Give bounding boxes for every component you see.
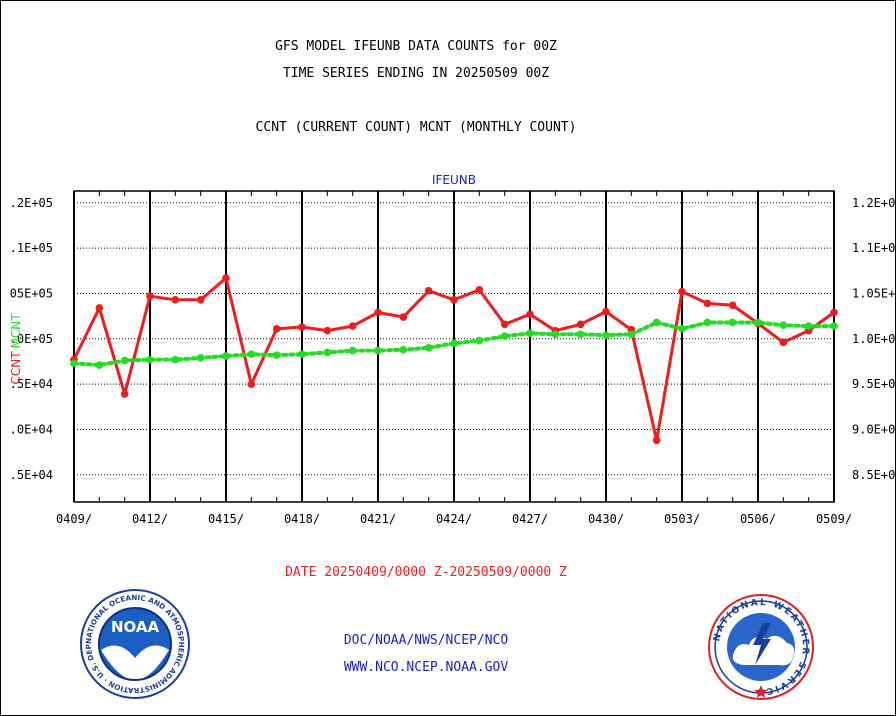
x-tick-label: 0430/ [588,512,624,526]
data-point-mcnt [602,331,610,339]
y-right-tick-label: 9.0E+04 [852,422,895,436]
data-point-mcnt [196,354,205,362]
y-left-tick-label: 9.5E+04 [2,377,53,391]
y-axis-label-mcnt: MCNT [9,313,23,349]
y-left-tick-label: 9.0E+04 [2,422,53,436]
y-right-tick-label: 1.05E+05 [852,286,895,300]
y-axis-label-ccnt: CCNT [9,351,23,385]
data-point-ccnt [830,308,838,317]
y-left-tick-label: 1.2E+05 [2,196,53,210]
data-point-ccnt [120,390,129,398]
data-point-mcnt [728,318,737,327]
data-point-mcnt [627,330,636,339]
chart-title-line3: CCNT (CURRENT COUNT) MCNT (MONTHLY COUNT… [255,120,577,135]
data-point-mcnt [551,330,560,339]
panel-title: IFEUNB [432,173,476,187]
website-link[interactable]: WWW.NCO.NCEP.NOAA.GOV [343,660,509,675]
data-point-mcnt [323,348,332,357]
data-point-mcnt [450,339,458,348]
data-point-mcnt [475,336,484,345]
data-point-mcnt [120,356,129,365]
y-left-tick-label: 1.0E+05 [2,332,53,346]
y-left-tick-label: 1.05E+05 [1,286,53,300]
data-point-mcnt [652,318,661,327]
data-point-ccnt [576,320,585,329]
noaa-logo-icon: NATIONAL OCEANIC AND ATMOSPHERIC ADMINIS… [79,588,190,699]
y-left-tick-label: 1.1E+05 [2,241,53,255]
x-tick-label: 0503/ [664,512,700,526]
data-point-mcnt [374,346,382,355]
data-point-mcnt [424,344,433,352]
nws-logo-icon: NATIONAL WEATHER SERVICE [708,594,814,700]
data-point-mcnt [804,322,813,330]
data-point-mcnt [70,359,78,368]
left-edge-mask [1,181,9,501]
chart-title-line1: GFS MODEL IFEUNB DATA COUNTS for 00Z [275,39,557,54]
x-tick-label: 0409/ [56,512,92,526]
x-tick-label: 0424/ [436,512,472,526]
data-point-ccnt [450,296,458,304]
data-point-ccnt [652,436,661,445]
plot-frame [73,190,835,503]
data-point-ccnt [424,286,433,295]
y-right-tick-label: 1.0E+05 [852,332,895,346]
x-tick-label: 0509/ [816,512,852,526]
data-point-ccnt [298,323,306,331]
data-point-mcnt [576,330,585,339]
data-point-ccnt [222,274,230,282]
data-point-mcnt [526,329,534,338]
data-point-mcnt [779,321,788,329]
data-point-ccnt [272,325,281,333]
data-point-mcnt [272,351,281,359]
data-point-mcnt [348,346,357,355]
y-right-tick-label: 9.5E+04 [852,377,895,391]
data-point-ccnt [323,326,332,335]
data-point-ccnt [95,304,104,312]
data-point-mcnt [222,352,230,360]
data-point-ccnt [399,313,408,321]
y-left-tick-label: 8.5E+04 [2,468,53,482]
data-point-ccnt [703,299,712,308]
data-point-mcnt [247,350,256,359]
data-point-ccnt [526,310,534,319]
data-point-ccnt [171,296,180,304]
data-point-ccnt [500,320,509,329]
org-path-label: DOC/NOAA/NWS/NCEP/NCO [343,633,509,648]
noaa-logo-text: NOAA [111,618,160,636]
data-point-mcnt [754,318,762,327]
data-point-ccnt [247,380,256,388]
data-point-ccnt [728,301,737,310]
data-point-ccnt [146,292,154,300]
data-point-mcnt [298,350,306,359]
y-right-tick-label: 8.5E+04 [852,468,895,482]
data-point-ccnt [779,338,788,347]
date-range-label: DATE 20250409/0000 Z-20250509/0000 Z [285,565,567,580]
data-point-ccnt [602,307,610,316]
data-point-ccnt [196,296,205,304]
data-point-mcnt [678,325,686,333]
data-point-mcnt [830,322,838,330]
x-tick-label: 0506/ [740,512,776,526]
x-tick-label: 0415/ [208,512,244,526]
data-point-mcnt [703,318,712,327]
data-point-mcnt [500,332,509,340]
y-right-tick-label: 1.2E+05 [852,196,895,210]
data-point-ccnt [348,322,357,330]
x-tick-label: 0412/ [132,512,168,526]
chart-title-line2: TIME SERIES ENDING IN 20250509 00Z [282,66,550,81]
data-point-mcnt [146,355,154,364]
x-tick-label: 0418/ [284,512,320,526]
data-point-mcnt [171,355,180,364]
y-right-tick-label: 1.1E+05 [852,241,895,255]
x-tick-label: 0421/ [360,512,396,526]
data-point-ccnt [678,287,686,296]
data-point-mcnt [95,361,104,369]
x-tick-label: 0427/ [512,512,548,526]
data-point-ccnt [374,308,382,317]
data-point-ccnt [475,286,484,294]
data-point-mcnt [399,345,408,354]
